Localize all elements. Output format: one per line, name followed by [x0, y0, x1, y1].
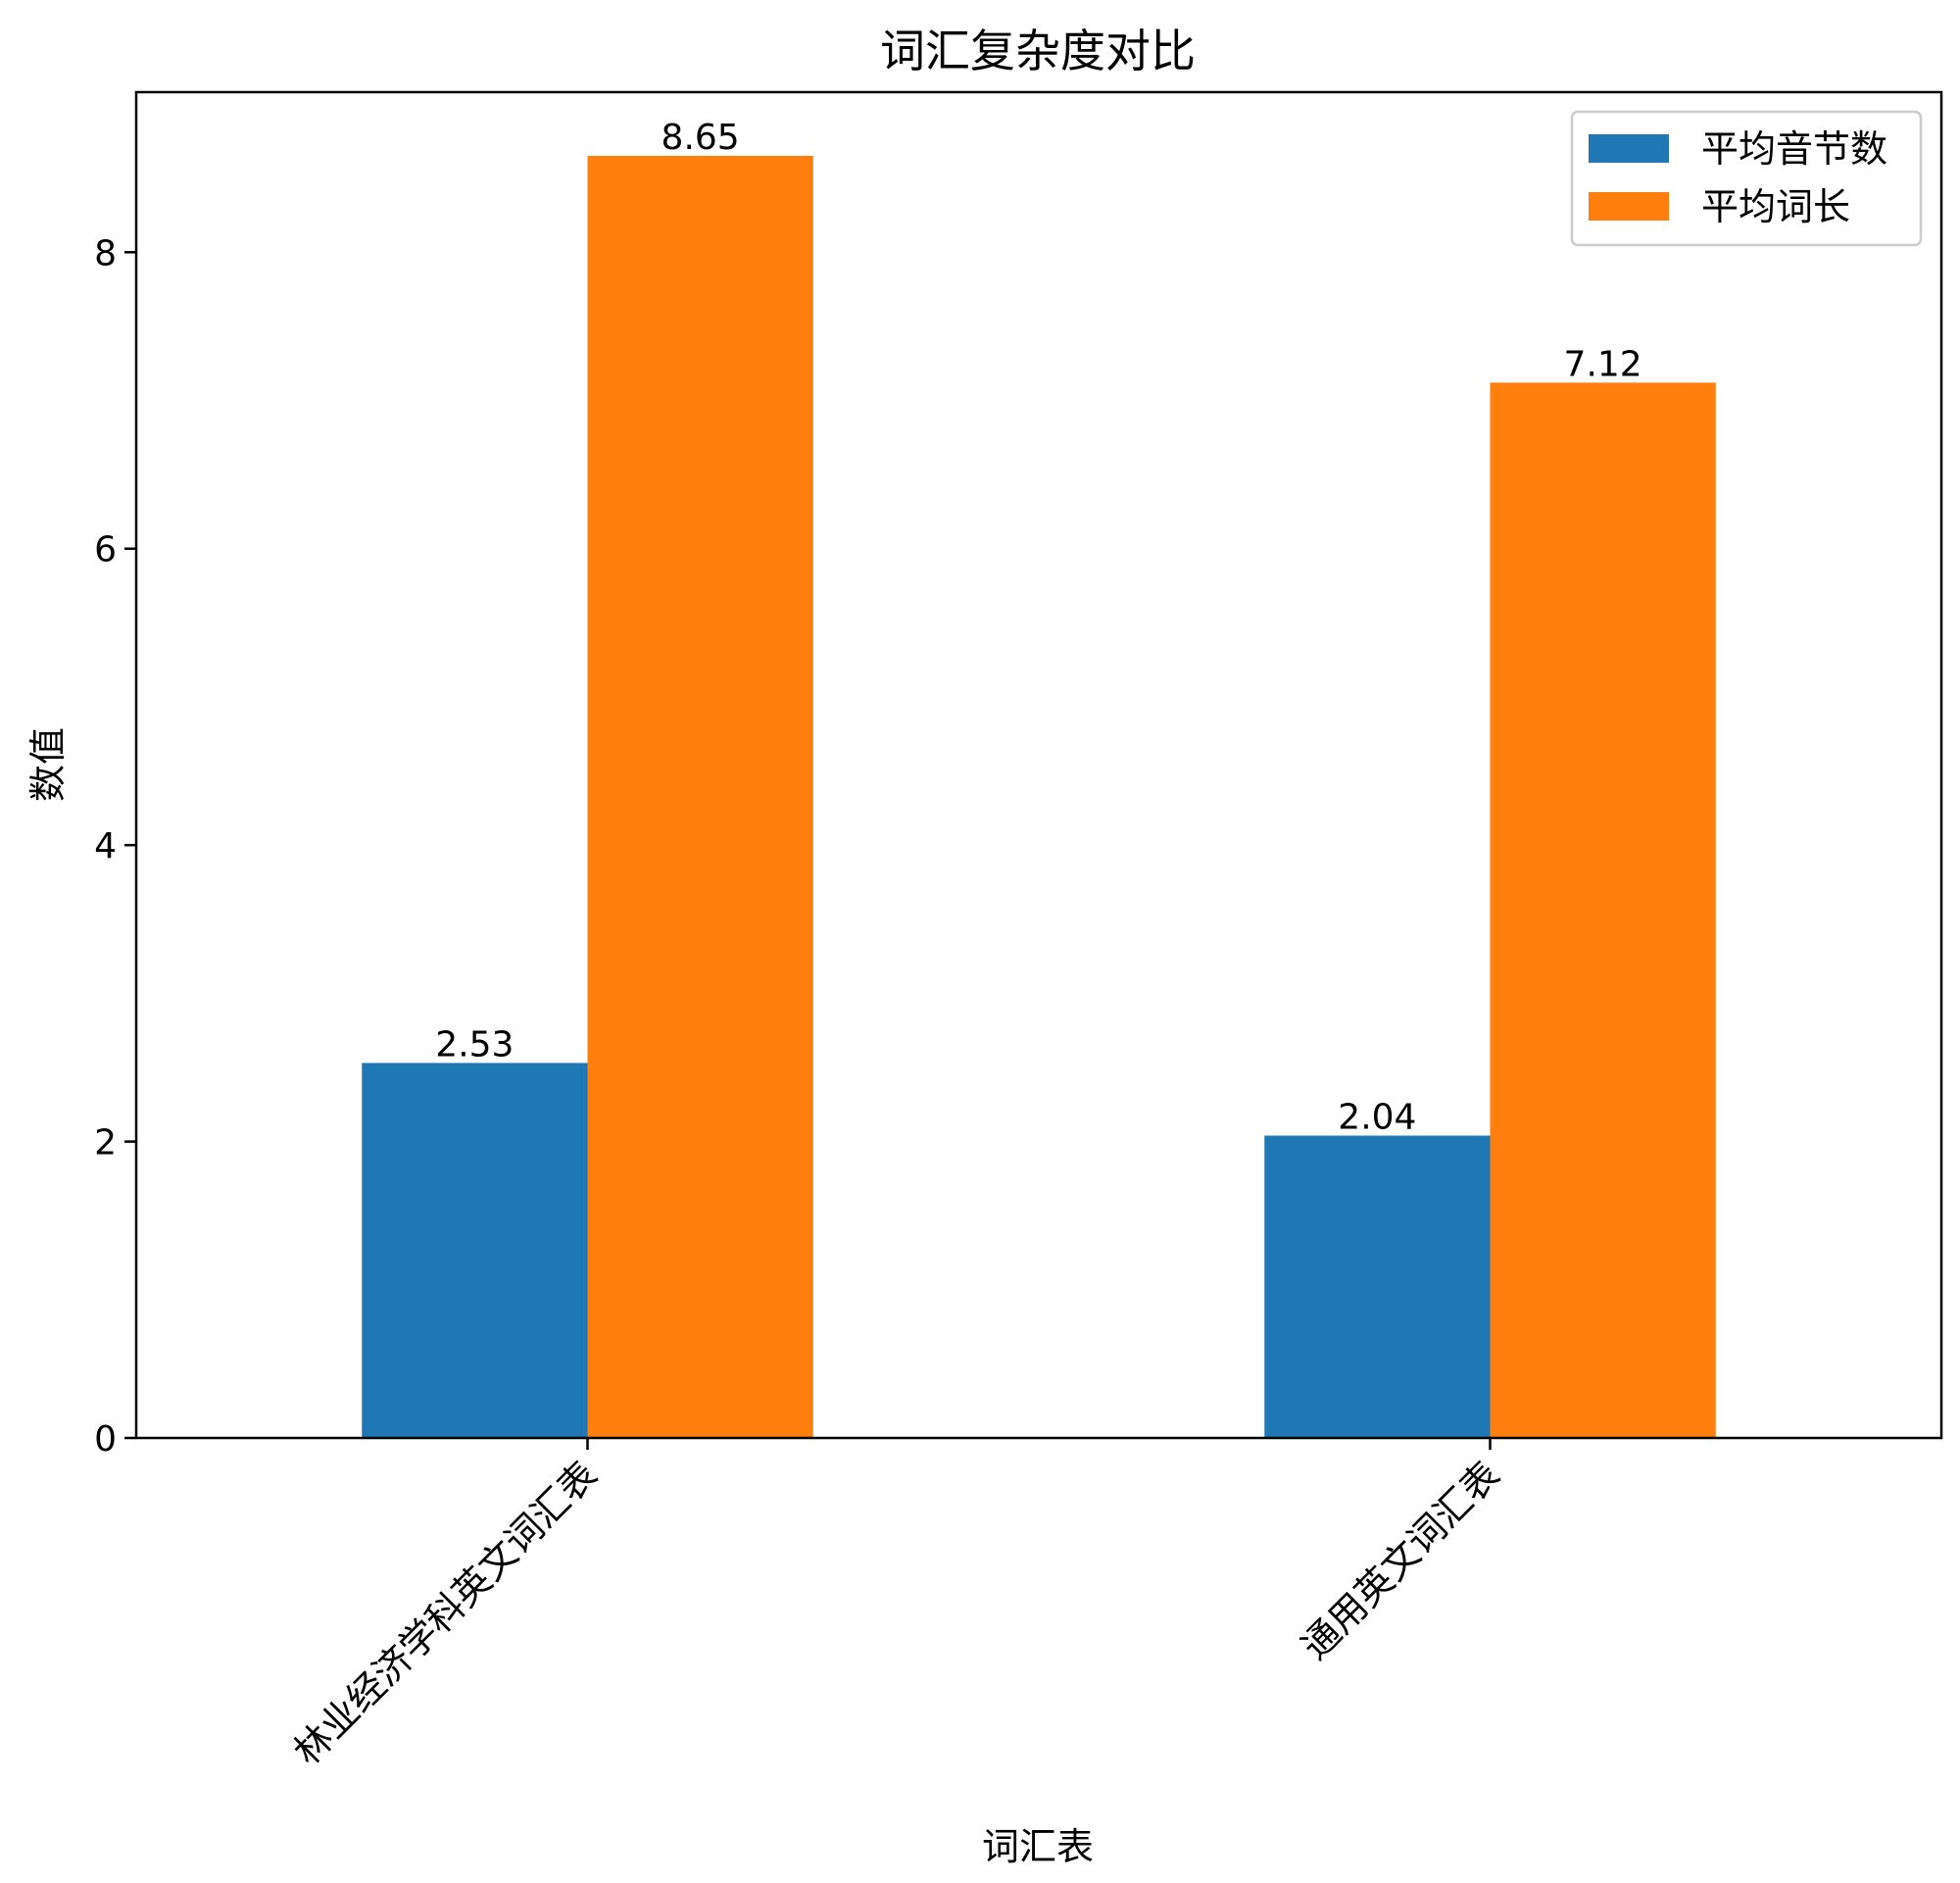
- y-axis: 0 2 4 6 8: [94, 233, 136, 1460]
- x-axis-label: 词汇表: [982, 1825, 1094, 1868]
- chart-title: 词汇复杂度对比: [880, 25, 1196, 77]
- bar-value-label: 7.12: [1564, 344, 1642, 384]
- legend-swatch-series-1: [1589, 134, 1669, 163]
- y-tick-label: 4: [94, 826, 117, 867]
- bar-value-label: 2.53: [435, 1024, 514, 1065]
- x-tick-label: 通用英文词汇表: [1294, 1453, 1508, 1667]
- bar-series-1-cat-1: [362, 1063, 588, 1438]
- y-tick-label: 6: [94, 530, 117, 570]
- plot-frame: [134, 90, 1943, 1440]
- bar-value-label: 2.04: [1338, 1098, 1416, 1138]
- legend-swatch-series-2: [1589, 192, 1669, 221]
- y-tick-label: 2: [94, 1123, 117, 1164]
- bar-series-2-cat-1: [587, 156, 813, 1439]
- bars-group: [362, 156, 1716, 1439]
- y-tick-label: 0: [94, 1419, 117, 1460]
- y-axis-label: 数值: [26, 727, 70, 802]
- bar-series-1-cat-2: [1264, 1135, 1491, 1438]
- x-axis: 林业经济学科英文词汇表 通用英文词汇表: [285, 1438, 1508, 1773]
- bar-value-labels: 2.53 2.04 8.65 7.12: [435, 118, 1642, 1138]
- x-tick-label: 林业经济学科英文词汇表: [285, 1453, 606, 1773]
- legend-label-series-2: 平均词长: [1701, 185, 1850, 228]
- bar-value-label: 8.65: [662, 118, 740, 158]
- legend-label-series-1: 平均音节数: [1701, 127, 1887, 171]
- bar-series-2-cat-2: [1490, 382, 1716, 1438]
- y-tick-label: 8: [94, 233, 117, 273]
- legend: 平均音节数 平均词长: [1570, 110, 1923, 247]
